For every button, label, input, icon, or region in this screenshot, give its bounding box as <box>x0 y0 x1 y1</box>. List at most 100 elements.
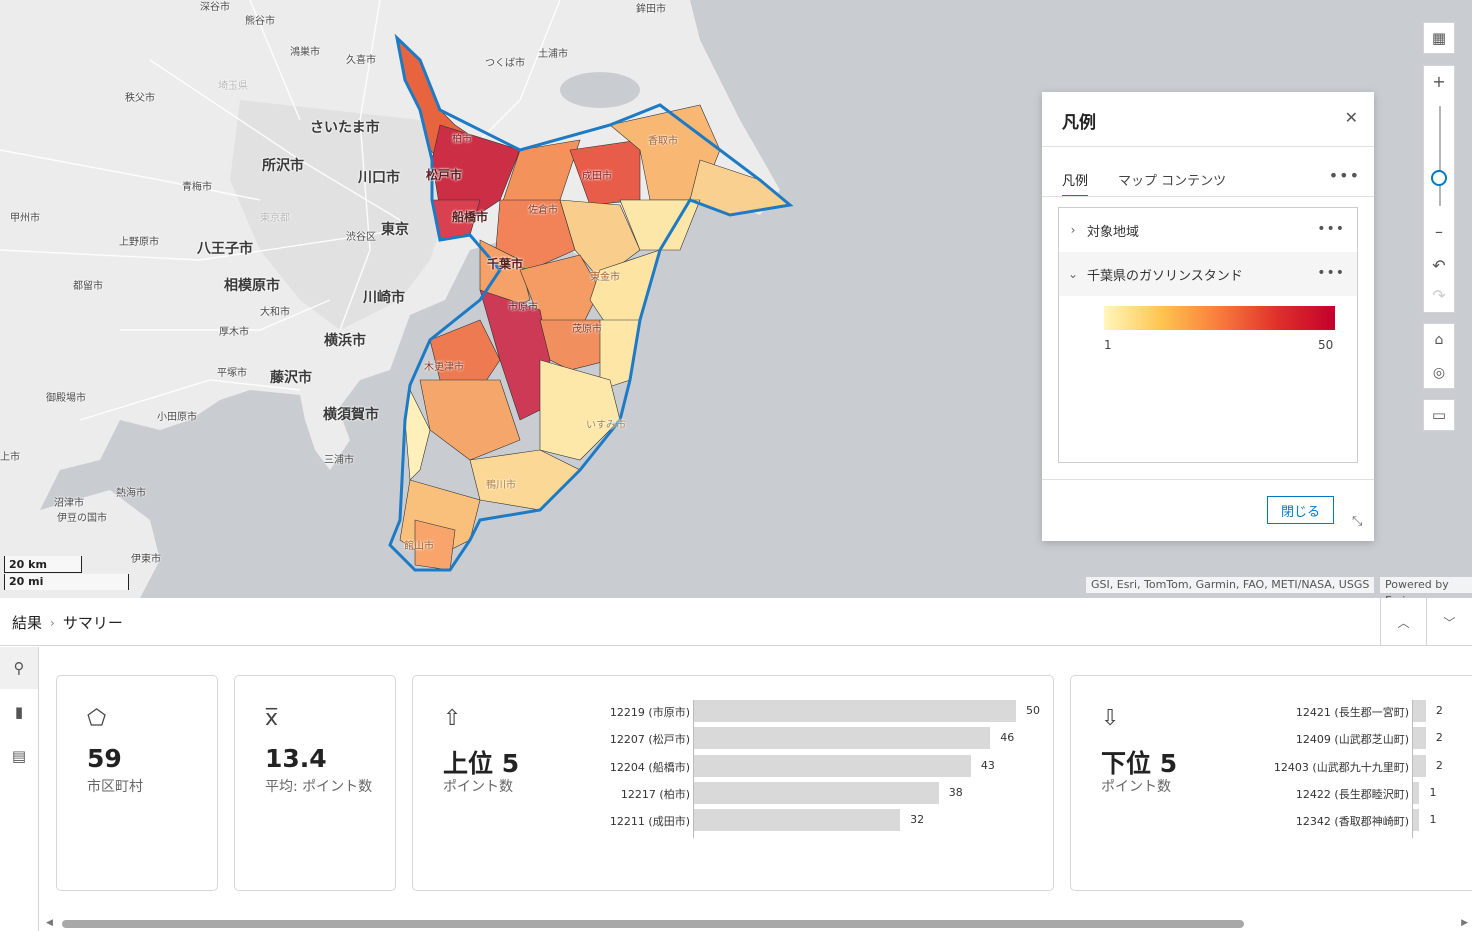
map-label: 沼津市 <box>54 498 84 509</box>
zoom-in-button[interactable]: + <box>1424 66 1454 96</box>
map-label: 柏市 <box>452 134 472 145</box>
bar[interactable] <box>694 754 971 777</box>
map-label: 千葉市 <box>487 257 524 271</box>
bar[interactable] <box>1413 781 1420 804</box>
chart-view-button[interactable]: ▮ <box>0 691 38 733</box>
breadcrumb: 結果 › サマリー <box>12 612 123 633</box>
bar-row[interactable]: 12409 (山武郡芝山町) 2 <box>1071 727 1471 750</box>
map-label: 東京 <box>381 222 409 238</box>
map-label: 市原市 <box>508 302 538 313</box>
bar-value: 1 <box>1429 813 1437 827</box>
chevron-down-icon: ⌄ <box>1067 267 1079 281</box>
magnifier-chart-icon: ⚲ <box>13 659 25 677</box>
tab-map-contents[interactable]: マップ コンテンツ <box>1118 174 1227 189</box>
bar-row[interactable]: 12204 (船橋市) 43 <box>413 754 1055 777</box>
map-label: 相模原市 <box>224 278 280 294</box>
powered-by-esri[interactable]: Powered by Esri <box>1380 577 1472 598</box>
results-header: 結果 › サマリー ︿ ﹀ <box>0 598 1472 646</box>
basemap-gallery-button[interactable]: ▦ <box>1423 22 1455 54</box>
bar-value: 46 <box>1000 731 1015 745</box>
table-icon: ▤ <box>11 747 27 765</box>
map-label: さいたま市 <box>310 120 380 136</box>
bar-row[interactable]: 12211 (成田市) 32 <box>413 809 1055 832</box>
locate-button[interactable]: ◎ <box>1424 357 1454 389</box>
map-label: 東京都 <box>260 213 290 224</box>
bar-row[interactable]: 12422 (長生郡睦沢町) 1 <box>1071 781 1471 804</box>
fullscreen-button[interactable]: ▭ <box>1423 399 1455 431</box>
chevrons-up-icon: ︿ <box>1397 615 1410 630</box>
plus-icon: + <box>1432 71 1446 91</box>
bar-row[interactable]: 12342 (香取郡神崎町) 1 <box>1071 809 1471 832</box>
bar[interactable] <box>694 700 1016 722</box>
layer-menu-icon[interactable]: ••• <box>1317 265 1345 281</box>
expand-panel-button[interactable]: ︿ <box>1380 598 1426 646</box>
resize-icon[interactable]: ⤡ <box>1352 514 1363 529</box>
layer-menu-icon[interactable]: ••• <box>1317 221 1345 237</box>
map-label: 東金市 <box>590 272 620 283</box>
map-label: 八王子市 <box>197 241 253 257</box>
collapse-panel-button[interactable]: ﹀ <box>1426 598 1472 646</box>
bar[interactable] <box>1413 700 1426 722</box>
bar-row[interactable]: 12403 (山武郡九十九里町) 2 <box>1071 754 1471 777</box>
bar[interactable] <box>694 727 991 750</box>
grid-icon: ▦ <box>1431 29 1447 47</box>
locate-icon: ◎ <box>1432 365 1446 381</box>
bar-axis <box>693 700 694 838</box>
map-label: 大和市 <box>260 307 290 318</box>
breadcrumb-results[interactable]: 結果 <box>12 614 43 632</box>
scroll-right-icon[interactable]: ▶ <box>1461 918 1468 928</box>
legend-close-button[interactable]: ✕ <box>1345 108 1358 127</box>
results-panel: 結果 › サマリー ︿ ﹀ ⚲ ▮ ▤ ⬠ 59 市区町村 x̅ 13.4 平均… <box>0 598 1472 931</box>
scrollbar-thumb[interactable] <box>62 920 1244 928</box>
bar[interactable] <box>1413 809 1420 832</box>
chevrons-down-icon: ﹀ <box>1443 615 1456 630</box>
map-label: 小田原市 <box>157 412 197 423</box>
horizontal-scrollbar[interactable]: ◀ ▶ <box>40 917 1472 931</box>
bar-row[interactable]: 12219 (市原市) 50 <box>413 700 1055 722</box>
bar-row[interactable]: 12421 (長生郡一宮町) 2 <box>1071 700 1471 722</box>
undo-extent-button[interactable]: ↶ <box>1424 250 1454 280</box>
card-bottom5: ⇩ 下位 5 ポイント数 12421 (長生郡一宮町) 2 12409 (山武郡芝山… <box>1070 675 1472 891</box>
home-button[interactable]: ⌂ <box>1424 324 1454 356</box>
divider <box>1042 146 1374 147</box>
map-label: 佐倉市 <box>528 205 558 216</box>
bar[interactable] <box>1413 754 1426 777</box>
redo-extent-button[interactable]: ↷ <box>1424 280 1454 310</box>
home-icon: ⌂ <box>1434 332 1444 348</box>
map-label: 茂原市 <box>572 324 602 335</box>
map-label: 甲州市 <box>10 213 40 224</box>
zoom-slider-track[interactable] <box>1439 106 1441 206</box>
bar-label: 12409 (山武郡芝山町) <box>1295 733 1409 747</box>
bar-label: 12403 (山武郡九十九里町) <box>1273 760 1409 774</box>
map-label: 藤沢市 <box>270 370 312 386</box>
tab-legend[interactable]: 凡例 <box>1062 170 1089 197</box>
polygon-icon: ⬠ <box>87 706 107 731</box>
bar[interactable] <box>1413 727 1426 750</box>
top5-label: ポイント数 <box>443 779 513 795</box>
map-label: 横浜市 <box>324 333 366 349</box>
map-view[interactable]: 深谷市 熊谷市 鉾田市 鴻巣市 久喜市 つくば市 土浦市 埼玉県 秩父市 さいた… <box>0 0 1472 598</box>
close-icon: ✕ <box>1344 108 1358 127</box>
navigation-controls: ⌂ ◎ <box>1423 323 1455 389</box>
legend-close-text-button[interactable]: 閉じる <box>1267 496 1334 524</box>
layer-row-gas-stations[interactable]: ⌄ 千葉県のガソリンスタンド ••• <box>1059 252 1357 296</box>
bar-row[interactable]: 12217 (柏市) 38 <box>413 781 1055 804</box>
bar-label: 12211 (成田市) <box>609 815 690 829</box>
arrow-up-icon: ⇧ <box>443 706 462 731</box>
map-label: 深谷市 <box>200 2 230 13</box>
bar-axis <box>1412 700 1413 838</box>
scroll-left-icon[interactable]: ◀ <box>46 918 53 928</box>
bottom5-label: ポイント数 <box>1101 779 1171 795</box>
bar-label: 12421 (長生郡一宮町) <box>1295 706 1409 719</box>
more-options-icon[interactable]: ••• <box>1328 166 1360 185</box>
bar[interactable] <box>694 781 939 804</box>
zoom-out-button[interactable]: – <box>1424 216 1454 246</box>
summary-view-button[interactable]: ⚲ <box>0 647 38 689</box>
zoom-slider-thumb[interactable] <box>1431 170 1447 186</box>
bar[interactable] <box>694 809 901 832</box>
table-view-button[interactable]: ▤ <box>0 735 38 777</box>
bar-row[interactable]: 12207 (松戸市) 46 <box>413 727 1055 750</box>
map-attribution[interactable]: GSI, Esri, TomTom, Garmin, FAO, METI/NAS… <box>1086 577 1375 593</box>
layer-row-target-area[interactable]: › 対象地域 ••• <box>1059 208 1357 252</box>
map-label: 熊谷市 <box>245 16 275 27</box>
